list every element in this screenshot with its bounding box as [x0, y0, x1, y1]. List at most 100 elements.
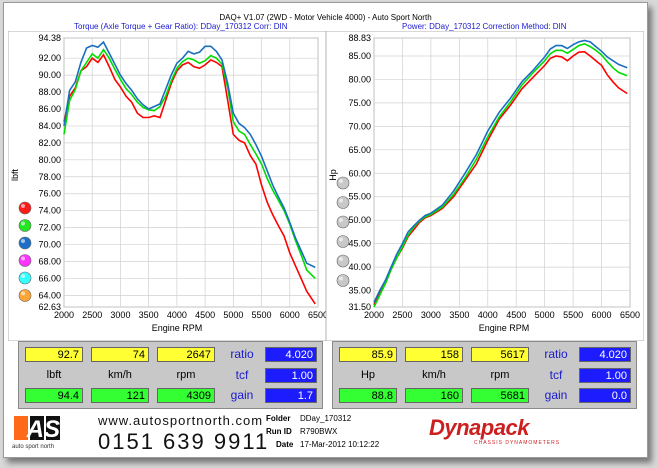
- torque-y-tick-label: 72.00: [38, 223, 61, 233]
- torque-y-tick-label: 66.00: [38, 273, 61, 283]
- torque-legend-dot-magenta[interactable]: [18, 254, 32, 267]
- power-legend-dot-grey[interactable]: [336, 176, 350, 190]
- power-legend-dot-grey[interactable]: [336, 235, 350, 248]
- torque-series-line-2: [63, 40, 316, 269]
- torque-tcf-label: tcf: [235, 368, 249, 382]
- power-y-tick-label: 75.00: [348, 98, 371, 108]
- power-x-ticks: 2000 2500 3000 3500 4000 4500 5000 5500 6000 6500: [364, 310, 640, 320]
- torque-tcf-value: 1.00: [265, 368, 317, 383]
- power-legend-dot-grey[interactable]: [336, 215, 350, 229]
- power-x-tick-label: 6500: [620, 310, 640, 320]
- torque-x-tick-label: 4500: [195, 310, 215, 320]
- report-frame: DAQ+ V1.07 (2WD - Motor Vehicle 4000) - …: [3, 2, 648, 458]
- torque-ratio-label: ratio: [230, 347, 254, 361]
- power-chart-header: Power: DDay_170312 Correction Method: DI…: [402, 22, 567, 31]
- torque-y-axis-label: lbft: [10, 169, 20, 182]
- power-y-tick-label: 40.00: [348, 262, 371, 272]
- power-series: [373, 39, 628, 308]
- torque-top-speed: 74: [91, 347, 149, 362]
- power-legend: [336, 176, 350, 287]
- power-top-value: 85.9: [339, 347, 397, 362]
- asn-logo-mark: ASN: [14, 416, 78, 443]
- torque-y-tick-label: 64.00: [38, 290, 61, 300]
- torque-unit-kmh: km/h: [108, 369, 132, 381]
- power-summary-panel: 85.9 158 5617 ratio 4.020 Hp km/h rpm tc…: [332, 341, 637, 409]
- torque-legend-dot-cyan[interactable]: [18, 271, 32, 285]
- torque-legend-dot-green[interactable]: [18, 219, 32, 232]
- runid-value: R790BWX: [300, 427, 338, 436]
- power-top-speed: 158: [405, 347, 463, 362]
- power-unit-rpm: rpm: [490, 369, 510, 381]
- torque-y-tick-label: 88.00: [38, 87, 61, 97]
- power-legend-dot-grey[interactable]: [336, 274, 350, 287]
- torque-bottom-rpm: 4309: [157, 388, 215, 403]
- torque-y-tick-label: 82.00: [38, 138, 61, 148]
- power-y-tick-label: 31.50: [348, 302, 371, 312]
- torque-y-tick-label: 80.00: [38, 155, 61, 165]
- power-y-tick-label: 85.00: [348, 51, 371, 61]
- power-unit-kmh: km/h: [422, 369, 446, 381]
- torque-legend-dot-orange[interactable]: [18, 289, 32, 302]
- torque-top-value: 92.7: [25, 347, 83, 362]
- website-text: www.autosportnorth.com: [98, 413, 264, 428]
- torque-x-tick-label: 6500: [308, 310, 326, 320]
- torque-gain-value: 1.7: [265, 388, 317, 403]
- torque-chart-header: Torque (Axle Torque + Gear Ratio): DDay_…: [74, 22, 288, 31]
- torque-y-tick-label: 74.00: [38, 206, 61, 216]
- power-y-tick-label: 55.00: [348, 192, 371, 202]
- torque-summary-panel: 92.7 74 2647 ratio 4.020 lbft km/h rpm t…: [18, 341, 323, 409]
- torque-ratio-value: 4.020: [265, 347, 317, 362]
- torque-x-axis-label: Engine RPM: [152, 323, 203, 333]
- power-y-tick-label: 80.00: [348, 74, 371, 84]
- asn-logo-letters: ASN: [26, 416, 78, 443]
- power-x-tick-label: 3500: [449, 310, 469, 320]
- torque-y-tick-label: 78.00: [38, 172, 61, 182]
- power-x-tick-label: 6000: [592, 310, 612, 320]
- torque-y-tick-label: 84.00: [38, 121, 61, 131]
- asn-logo: ASN auto sport north: [12, 413, 92, 455]
- power-y-tick-label: 45.00: [348, 239, 371, 249]
- torque-series-line-1: [63, 48, 316, 279]
- torque-y-tick-label: 70.00: [38, 240, 61, 250]
- torque-top-rpm: 2647: [157, 347, 215, 362]
- power-x-tick-label: 3000: [421, 310, 441, 320]
- asn-logo-tagline: auto sport north: [12, 444, 55, 450]
- torque-x-tick-label: 3000: [110, 310, 130, 320]
- power-y-tick-label: 60.00: [348, 168, 371, 178]
- torque-y-tick-label: 76.00: [38, 189, 61, 199]
- power-y-tick-label: 70.00: [348, 121, 371, 131]
- torque-x-tick-label: 5500: [252, 310, 272, 320]
- power-bottom-value: 88.8: [339, 388, 397, 403]
- torque-legend-dot-red[interactable]: [18, 201, 32, 215]
- torque-legend-dot-blue[interactable]: [18, 236, 32, 250]
- torque-legend: [18, 201, 32, 302]
- power-y-tick-label: 50.00: [348, 215, 371, 225]
- power-series-line-2: [373, 39, 628, 303]
- power-ratio-value: 4.020: [579, 347, 631, 362]
- torque-y-tick-label: 68.00: [38, 257, 61, 267]
- torque-unit-rpm: rpm: [176, 369, 196, 381]
- torque-y-tick-label: 86.00: [38, 104, 61, 114]
- torque-x-ticks: 2000 2500 3000 3500 4000 4500 5000 5500 6000 6500: [54, 310, 326, 320]
- power-legend-dot-grey[interactable]: [336, 254, 350, 268]
- torque-y-tick-label: 92.00: [38, 53, 61, 63]
- power-legend-dot-grey[interactable]: [336, 196, 350, 209]
- power-x-axis-label: Engine RPM: [479, 323, 530, 333]
- phone-text: 0151 639 9911: [98, 429, 270, 454]
- power-tcf-value: 1.00: [579, 368, 631, 383]
- torque-y-ticks: 94.38 92.00 90.00 88.00 86.00 84.00 82.00 80.00…: [38, 33, 61, 312]
- torque-chart: 94.38 92.00 90.00 88.00 86.00 84.00 82.00 80.00…: [8, 31, 326, 341]
- power-ratio-label: ratio: [544, 347, 568, 361]
- torque-x-tick-label: 2500: [82, 310, 102, 320]
- torque-gridlines: [63, 37, 319, 308]
- torque-x-tick-label: 4000: [167, 310, 187, 320]
- torque-y-tick-label: 62.63: [38, 302, 61, 312]
- power-x-tick-label: 4000: [478, 310, 498, 320]
- torque-x-tick-label: 2000: [54, 310, 74, 320]
- power-series-line-1: [373, 42, 628, 308]
- power-y-tick-label: 88.83: [348, 33, 371, 43]
- folder-label: Folder: [266, 414, 291, 423]
- power-y-tick-label: 65.00: [348, 145, 371, 155]
- torque-bottom-speed: 121: [91, 388, 149, 403]
- runid-label: Run ID: [266, 427, 292, 436]
